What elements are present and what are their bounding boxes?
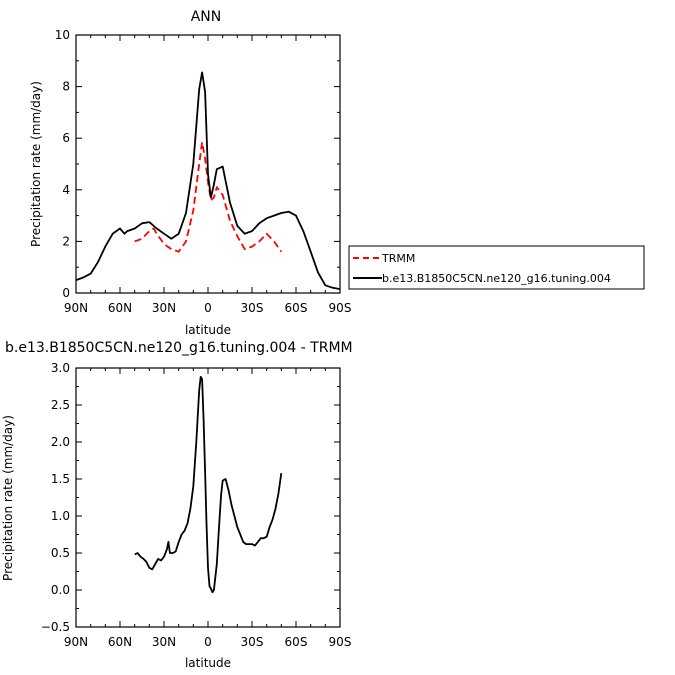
chart-top-ytick-label: 10 (55, 28, 70, 42)
chart-bottom-ytick-label: 0.0 (51, 583, 70, 597)
legend-box (348, 245, 645, 290)
chart-bottom-xlabel: latitude (185, 656, 231, 670)
chart-bottom-ylabel: Precipitation rate (mm/day) (1, 415, 15, 581)
chart-top-ytick-label: 2 (62, 234, 70, 248)
chart-bottom-ticks: 90N 60N 30N 0 30S 60S 90S −0.5 0.0 0.5 1.0 1.5 2.0 2.… (41, 361, 352, 649)
chart-bottom-series (134, 375, 283, 594)
chart-bottom-xtick-label: 90S (329, 635, 352, 649)
chart-top-xtick-label: 30S (241, 301, 264, 315)
chart-bottom-ytick-label: 2.0 (51, 435, 70, 449)
chart-top-xlabel: latitude (185, 323, 231, 337)
chart-top-ylabel: Precipitation rate (mm/day) (29, 81, 43, 247)
chart-top-ytick-label: 8 (62, 80, 70, 94)
chart-top-series-0-line (134, 141, 283, 253)
chart-top-series-1-line (75, 71, 341, 290)
chart-top-xtick-label: 60N (108, 301, 132, 315)
chart-top-ytick-label: 0 (62, 286, 70, 300)
chart-top-ytick-label: 6 (62, 131, 70, 145)
chart-bottom: b.e13.B1850C5CN.ne120_g16.tuning.004 - T… (1, 340, 353, 670)
chart-top-title: ANN (191, 9, 222, 25)
legend-label-trmm: TRMM (381, 252, 415, 265)
chart-bottom-xtick-label: 90N (64, 635, 88, 649)
chart-bottom-xtick-label: 30S (241, 635, 264, 649)
chart-bottom-series-0-line (134, 375, 283, 594)
chart-bottom-xtick-label: 60N (108, 635, 132, 649)
legend: TRMM b.e13.B1850C5CN.ne120_g16.tuning.00… (348, 245, 645, 290)
chart-bottom-xtick-label: 60S (285, 635, 308, 649)
chart-bottom-xtick-label: 0 (204, 635, 212, 649)
chart-bottom-ytick-label: 1.0 (51, 509, 70, 523)
chart-bottom-ytick-label: 0.5 (51, 546, 70, 560)
chart-top-ticks: 90N 60N 30N 0 30S 60S 90S 0 2 4 6 8 10 (55, 28, 352, 315)
legend-label-model: b.e13.B1850C5CN.ne120_g16.tuning.004 (382, 272, 611, 285)
chart-top-xtick-label: 30N (152, 301, 176, 315)
chart-top-ytick-label: 4 (62, 183, 70, 197)
chart-top-series (75, 71, 341, 290)
chart-top-xtick-label: 90N (64, 301, 88, 315)
chart-bottom-ytick-label: −0.5 (41, 620, 70, 634)
chart-top-xtick-label: 0 (204, 301, 212, 315)
chart-bottom-title: b.e13.B1850C5CN.ne120_g16.tuning.004 - T… (5, 340, 353, 356)
chart-bottom-xtick-label: 30N (152, 635, 176, 649)
chart-top-xtick-label: 60S (285, 301, 308, 315)
chart-bottom-ytick-label: 3.0 (51, 361, 70, 375)
chart-top-plot-frame (75, 34, 341, 294)
chart-top-xtick-label: 90S (329, 301, 352, 315)
chart-bottom-ytick-label: 2.5 (51, 398, 70, 412)
chart-bottom-ytick-label: 1.5 (51, 472, 70, 486)
chart-bottom-plot-frame (75, 367, 341, 628)
